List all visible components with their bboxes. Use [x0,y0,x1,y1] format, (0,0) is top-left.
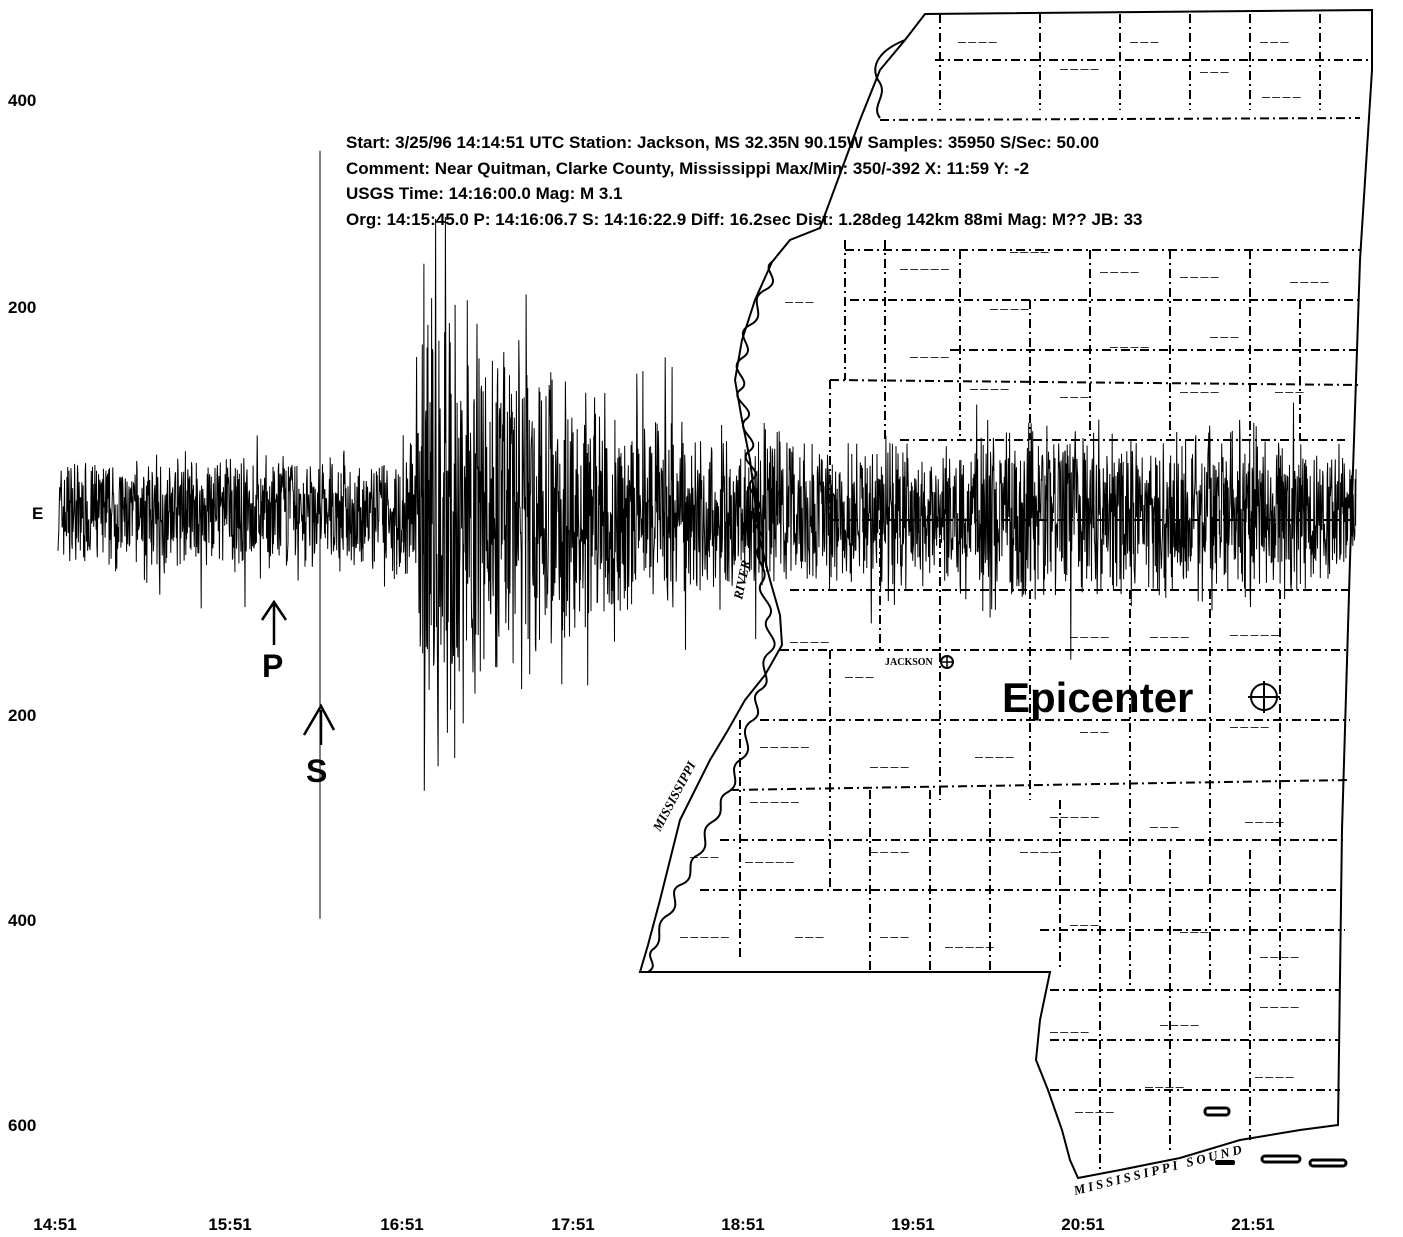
svg-text:— — — — —: — — — — — [1050,813,1099,822]
epicenter-label: Epicenter [1002,674,1193,721]
svg-text:— — — —: — — — — [1260,1003,1299,1012]
svg-text:— — — —: — — — — [1010,248,1049,257]
svg-text:— — —: — — — [1060,393,1088,402]
s-pick-marker: S [302,703,336,789]
p-pick-marker: P [260,599,288,684]
svg-text:— — —: — — — [1130,38,1158,47]
svg-text:— — —: — — — [1210,333,1238,342]
x-tick-label: 21:51 [1231,1215,1274,1234]
svg-text:— — — —: — — — — [1160,1021,1199,1030]
svg-text:— — — —: — — — — [975,753,1014,762]
y-tick-label: E [32,504,43,523]
header-line-usgs: USGS Time: 14:16:00.0 Mag: M 3.1 [346,184,623,203]
header-line-org: Org: 14:15:45.0 P: 14:16:06.7 S: 14:16:2… [346,210,1143,229]
svg-text:— — — —: — — — — [1050,1028,1089,1037]
svg-text:— — — —: — — — — [958,38,997,47]
svg-text:— — — — —: — — — — — [945,943,994,952]
svg-text:— — — —: — — — — [1245,818,1284,827]
svg-text:— — — —: — — — — [1180,388,1219,397]
p-pick-label: P [262,648,283,684]
x-tick-label: 16:51 [380,1215,423,1234]
svg-text:— — — —: — — — — [790,638,829,647]
svg-text:— — —: — — — [845,673,873,682]
svg-text:— — —: — — — [690,853,718,862]
svg-text:— — — —: — — — — [1110,343,1149,352]
svg-text:— — — — —: — — — — — [750,798,799,807]
svg-text:— — — —: — — — — [1100,268,1139,277]
x-tick-label: 20:51 [1061,1215,1104,1234]
svg-text:— — — —: — — — — [1060,65,1099,74]
svg-text:— — —: — — — [1260,38,1288,47]
svg-text:— — — —: — — — — [1070,633,1109,642]
seismogram-trace [57,150,1357,919]
header-line-comment: Comment: Near Quitman, Clarke County, Mi… [346,159,1029,178]
x-tick-label: 17:51 [551,1215,594,1234]
x-tick-label: 18:51 [721,1215,764,1234]
y-tick-label: 600 [8,1116,36,1135]
svg-text:— — — —: — — — — [1020,848,1059,857]
svg-text:— — —: — — — [1200,68,1228,77]
jackson-label: JACKSON [885,657,934,668]
x-tick-label: 19:51 [891,1215,934,1234]
svg-text:— — —: — — — [1150,823,1178,832]
county-labels: — — — — — — — — — — — — — — — — — — — — … [680,38,1329,1117]
state-outline [638,8,1373,1180]
y-tick-label: 400 [8,91,36,110]
svg-text:— — — —: — — — — [1262,93,1301,102]
svg-text:— — — —: — — — — [1180,273,1219,282]
svg-text:— — — — —: — — — — — [745,858,794,867]
svg-text:— — —: — — — [795,933,823,942]
barrier-islands [1203,1106,1348,1168]
svg-text:— — — —: — — — — [870,763,909,772]
header-line-start: Start: 3/25/96 14:14:51 UTC Station: Jac… [346,133,1099,152]
svg-text:— — — —: — — — — [870,848,909,857]
county-lines [700,59,1372,1091]
sound-label: MISSISSIPPI SOUND [1071,1141,1246,1198]
svg-text:— — — — —: — — — — — [1230,631,1279,640]
svg-text:— — — — —: — — — — — [900,265,949,274]
y-tick-label: 200 [8,298,36,317]
svg-text:— — — —: — — — — [910,353,949,362]
y-tick-label: 200 [8,706,36,725]
x-tick-label: 14:51 [33,1215,76,1234]
svg-text:— — — —: — — — — [1260,953,1299,962]
x-tick-label: 15:51 [208,1215,251,1234]
svg-text:— — —: — — — [785,298,813,307]
svg-text:— — — —: — — — — [1145,1083,1184,1092]
svg-text:— — — —: — — — — [1075,1108,1114,1117]
header-block: Start: 3/25/96 14:14:51 UTC Station: Jac… [346,133,1143,229]
jackson-marker: JACKSON [885,655,954,669]
svg-text:— — —: — — — [880,933,908,942]
svg-text:— — — —: — — — — [1230,723,1269,732]
svg-text:— — —: — — — [1070,921,1098,930]
svg-text:— — —: — — — [1180,928,1208,937]
x-tick-labels: 14:51 15:51 16:51 17:51 18:51 19:51 20:51 21:51 [33,1215,1274,1234]
svg-text:— — — — —: — — — — — [760,743,809,752]
svg-text:— — — —: — — — — [970,385,1009,394]
svg-text:— — — —: — — — — [1290,278,1329,287]
mississippi-county-map: — — — — — — — — — — — — — — — — — — — — … [638,8,1373,1198]
svg-text:— — — —: — — — — [1150,633,1189,642]
river-line [647,39,906,973]
y-tick-label: 400 [8,911,36,930]
svg-text:— — — —: — — — — [1255,1073,1294,1082]
s-pick-label: S [306,753,327,789]
y-tick-labels: 400 200 E 200 400 600 [8,91,43,1135]
svg-text:— — —: — — — [1080,728,1108,737]
svg-text:— — — — —: — — — — — [680,933,729,942]
epicenter-marker [1248,681,1280,713]
svg-text:— — —: — — — [1275,388,1303,397]
svg-text:— — — —: — — — — [990,305,1029,314]
